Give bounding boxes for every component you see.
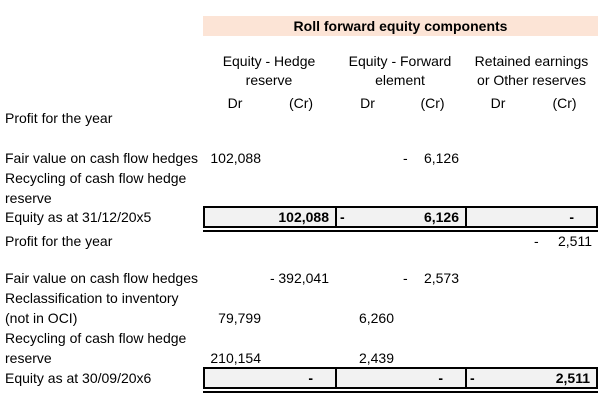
subheader-cr-hedge[interactable]: (Cr) (288, 95, 314, 111)
cell-hedge-dr[interactable]: 79,799 (218, 310, 261, 326)
value: 2,511 (555, 370, 590, 386)
subheader-dr-retained[interactable]: Dr (490, 95, 506, 111)
total-hedge[interactable]: - (308, 370, 313, 386)
double-underline (203, 230, 598, 232)
value: 392,041 (278, 270, 329, 286)
total-retained[interactable]: - (465, 208, 596, 226)
total-box: 102,088 - 6,126 - (203, 206, 598, 228)
subheader-dr-forward[interactable]: Dr (360, 95, 375, 111)
value: 2,573 (423, 270, 459, 286)
row-fair-value-1: Fair value on cash flow hedges 102,088 -… (0, 148, 598, 168)
row-label[interactable]: reserve (5, 190, 52, 206)
cell-forward-cr[interactable]: - 6,126 (400, 148, 465, 168)
row-profit-for-year-1: Profit for the year (0, 108, 598, 128)
total-forward[interactable]: - (335, 369, 465, 387)
col-group-label: or Other reserves (477, 72, 586, 88)
subheader-cr-forward[interactable]: (Cr) (420, 95, 445, 111)
row-recycling-1-line2: reserve (0, 188, 598, 208)
minus-sign: - (470, 370, 475, 386)
cell-forward-dr[interactable]: 2,439 (358, 350, 394, 366)
minus-sign: - (403, 270, 408, 286)
row-equity-total-20x5: Equity as at 31/12/20x5 102,088 - 6,126 … (0, 206, 598, 228)
col-group-forward-element[interactable]: Equity - Forward element (335, 52, 465, 92)
row-reclassification-line2: (not in OCI) 79,799 6,260 (0, 308, 598, 328)
total-hedge[interactable]: 102,088 (278, 209, 329, 225)
double-underline (203, 391, 598, 393)
minus-sign: - (340, 209, 345, 225)
row-fair-value-2: Fair value on cash flow hedges - 392,041… (0, 268, 598, 288)
row-label[interactable]: Profit for the year (5, 110, 113, 126)
row-label[interactable]: Profit for the year (5, 233, 113, 249)
value: 2,511 (558, 233, 592, 249)
total-retained[interactable]: - 2,511 (465, 369, 596, 387)
cell-hedge-dr[interactable]: 210,154 (210, 350, 261, 366)
row-reclassification-line1: Reclassification to inventory (0, 288, 598, 308)
minus-sign: - (403, 150, 408, 166)
cell-hedge-cr[interactable]: - 392,041 (267, 268, 335, 288)
row-label[interactable]: Fair value on cash flow hedges (5, 270, 198, 286)
row-profit-for-year-2: Profit for the year - 2,511 (0, 231, 598, 251)
subheader-row: Dr (Cr) Dr (Cr) Dr (Cr) (0, 93, 598, 113)
cell-retained-cr[interactable]: - 2,511 (531, 231, 598, 251)
value: 6,126 (423, 209, 459, 225)
row-label[interactable]: Fair value on cash flow hedges (5, 150, 198, 166)
row-label[interactable]: reserve (5, 350, 52, 366)
minus-sign: - (534, 233, 539, 249)
col-group-label: element (375, 72, 425, 88)
cell-forward-cr[interactable]: - 2,573 (400, 268, 465, 288)
subheader-cr-retained[interactable]: (Cr) (552, 95, 577, 111)
total-box: - - - 2,511 (203, 367, 598, 389)
row-label[interactable]: (not in OCI) (5, 310, 78, 326)
col-group-label: Equity - Hedge (222, 53, 316, 69)
row-label[interactable]: Equity as at 30/09/20x6 (5, 370, 152, 386)
row-recycling-1-line1: Recycling of cash flow hedge (0, 168, 598, 188)
cell-forward-dr[interactable]: 6,260 (358, 310, 394, 326)
row-label[interactable]: Reclassification to inventory (5, 290, 179, 306)
col-group-label: reserve (245, 72, 293, 88)
col-group-hedge-reserve[interactable]: Equity - Hedge reserve (203, 52, 335, 92)
value: 6,126 (423, 150, 459, 166)
cell-hedge-dr[interactable]: 102,088 (210, 150, 261, 166)
table-title[interactable]: Roll forward equity components (203, 16, 598, 36)
subheader-dr-hedge[interactable]: Dr (227, 95, 243, 111)
row-label[interactable]: Recycling of cash flow hedge (5, 170, 187, 186)
row-label[interactable]: Recycling of cash flow hedge (5, 330, 187, 346)
total-forward[interactable]: - 6,126 (335, 208, 465, 226)
col-group-retained-earnings[interactable]: Retained earnings or Other reserves (465, 52, 598, 92)
row-label[interactable]: Equity as at 31/12/20x5 (5, 209, 152, 225)
row-equity-total-20x6: Equity as at 30/09/20x6 - - - 2,511 (0, 367, 598, 389)
row-recycling-2-line2: reserve 210,154 2,439 (0, 348, 598, 368)
col-group-label: Retained earnings (474, 53, 589, 69)
minus-sign: - (270, 270, 275, 286)
col-group-label: Equity - Forward (348, 53, 452, 69)
row-recycling-2-line1: Recycling of cash flow hedge (0, 328, 598, 348)
